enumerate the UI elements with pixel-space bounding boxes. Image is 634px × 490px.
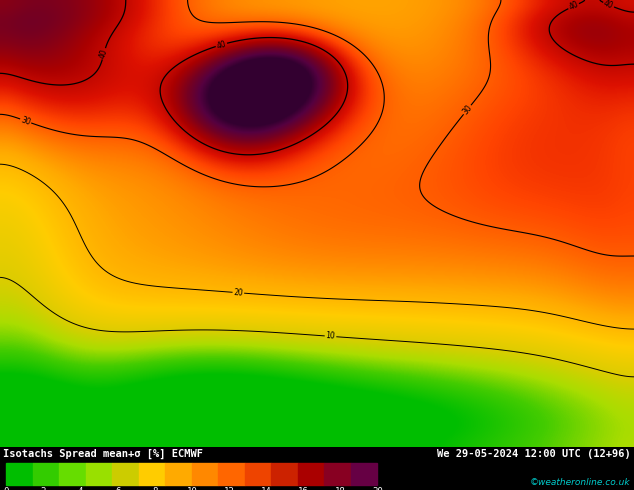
Text: 40: 40: [216, 39, 228, 50]
Bar: [218, 463, 245, 485]
Text: 20: 20: [233, 288, 243, 297]
Bar: [112, 463, 139, 485]
Text: 40: 40: [567, 0, 580, 12]
Text: 40: 40: [602, 0, 615, 11]
Text: 4: 4: [78, 487, 83, 490]
Bar: [139, 463, 165, 485]
Bar: [245, 463, 271, 485]
Text: ©weatheronline.co.uk: ©weatheronline.co.uk: [530, 478, 631, 487]
Text: 8: 8: [152, 487, 157, 490]
Bar: [165, 463, 191, 485]
Text: We 29-05-2024 12:00 UTC (12+96): We 29-05-2024 12:00 UTC (12+96): [437, 449, 631, 459]
Text: 30: 30: [20, 115, 32, 127]
Text: 10: 10: [186, 487, 197, 490]
Text: Isotachs Spread mean+σ [%] ECMWF: Isotachs Spread mean+σ [%] ECMWF: [3, 449, 203, 459]
Text: 40: 40: [98, 48, 110, 60]
Text: 16: 16: [298, 487, 308, 490]
Bar: [33, 463, 60, 485]
Text: 6: 6: [115, 487, 120, 490]
Bar: [298, 463, 324, 485]
Text: 2: 2: [41, 487, 46, 490]
Bar: [324, 463, 351, 485]
Text: 10: 10: [325, 332, 335, 341]
Text: 14: 14: [261, 487, 271, 490]
Text: 18: 18: [335, 487, 346, 490]
Bar: [6, 463, 33, 485]
Text: 30: 30: [461, 103, 474, 117]
Bar: [191, 463, 218, 485]
Bar: [86, 463, 112, 485]
Bar: [351, 463, 377, 485]
Bar: [271, 463, 298, 485]
Text: 0: 0: [4, 487, 9, 490]
Text: 20: 20: [372, 487, 382, 490]
Bar: [60, 463, 86, 485]
Text: 12: 12: [224, 487, 234, 490]
